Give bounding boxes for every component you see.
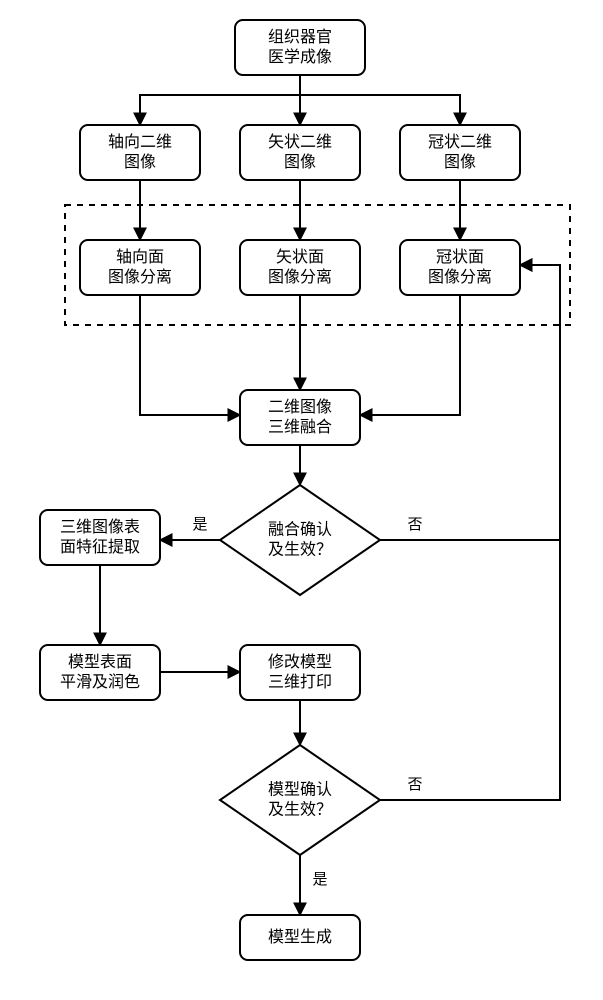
node-cor2d: 冠状二维图像 [400,125,520,180]
node-fusion: 二维图像三维融合 [240,390,360,445]
edge-6 [140,295,240,415]
node-corSep-line1: 图像分离 [428,263,492,287]
edge-8 [360,295,460,415]
edge-10-label: 是 [192,513,207,534]
node-corSep: 冠状面图像分离 [400,240,520,295]
node-confirm2-line1: 及生效？ [268,795,332,819]
flowchart-canvas: 是否否是 组织器官医学成像轴向二维图像矢状二维图像冠状二维图像轴向面图像分离矢状… [0,0,603,1000]
node-sagSep-line1: 图像分离 [268,263,332,287]
node-axial2d-line1: 图像 [124,148,156,172]
node-fusion-line1: 三维融合 [268,413,332,437]
node-smooth-line1: 平滑及润色 [60,668,140,692]
node-axialSep: 轴向面图像分离 [80,240,200,295]
node-start-line1: 医学成像 [268,43,332,67]
node-sag2d: 矢状二维图像 [240,125,360,180]
node-start: 组织器官医学成像 [235,20,365,75]
edge-2 [300,75,460,125]
node-axial2d: 轴向二维图像 [80,125,200,180]
node-confirm2: 模型确认及生效？ [220,745,380,855]
node-axialSep-line1: 图像分离 [108,263,172,287]
edge-11-label: 否 [407,513,422,534]
node-print-line1: 三维打印 [268,668,332,692]
node-confirm1: 融合确认及生效？ [220,485,380,595]
node-smooth: 模型表面平滑及润色 [40,645,160,700]
node-print: 修改模型三维打印 [240,645,360,700]
node-cor2d-line1: 图像 [444,148,476,172]
node-end: 模型生成 [240,915,360,960]
edge-15-label: 否 [407,773,422,794]
node-extract-line1: 面特征提取 [60,533,140,557]
node-end-line0: 模型生成 [268,923,332,947]
node-extract: 三维图像表面特征提取 [40,510,160,565]
node-sag2d-line1: 图像 [284,148,316,172]
edge-11 [380,265,560,540]
nodes-layer: 组织器官医学成像轴向二维图像矢状二维图像冠状二维图像轴向面图像分离矢状面图像分离… [40,20,520,960]
node-sagSep: 矢状面图像分离 [240,240,360,295]
edge-0 [140,75,300,125]
node-confirm1-line1: 及生效？ [268,535,332,559]
edge-16-label: 是 [312,868,327,889]
